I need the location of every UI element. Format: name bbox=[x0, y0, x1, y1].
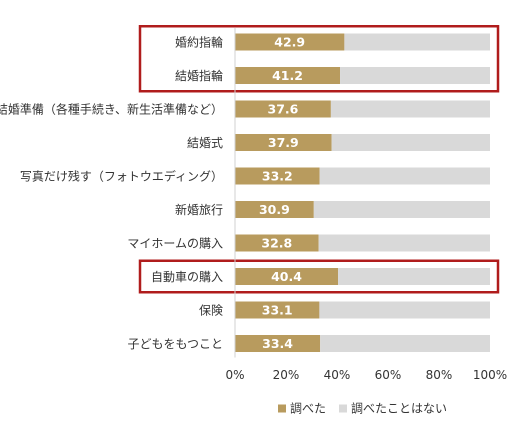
bar-researched bbox=[235, 335, 321, 352]
bar-not-researched bbox=[313, 201, 490, 218]
bar-researched bbox=[235, 100, 331, 118]
x-tick-label: 20% bbox=[273, 368, 300, 382]
data-label: 37.6 bbox=[268, 102, 299, 117]
bar-researched bbox=[235, 134, 332, 151]
category-label: 結婚指輪 bbox=[175, 68, 223, 83]
highlight-box bbox=[138, 259, 500, 294]
bar-not-researched bbox=[319, 301, 490, 319]
bar-researched bbox=[235, 67, 341, 84]
x-axis: 0% 20% 40% 60% 80% 100% bbox=[225, 28, 507, 382]
data-label: 33.4 bbox=[262, 336, 293, 351]
bars-group: 42.9 41.2 37.6 37.9 33.2 30.9 32.8 40.4 33.1 33.4 bbox=[235, 33, 490, 352]
legend-label: 調べたことはない bbox=[351, 402, 447, 416]
bar-researched bbox=[235, 268, 339, 285]
x-tick-label: 80% bbox=[426, 368, 453, 382]
data-label: 33.2 bbox=[262, 169, 293, 184]
legend-label: 調べた bbox=[290, 402, 326, 416]
category-label: 写真だけ残す（フォトウエディング） bbox=[20, 169, 223, 184]
bar-researched bbox=[235, 167, 320, 185]
legend-swatch bbox=[278, 404, 286, 413]
data-label: 30.9 bbox=[259, 202, 290, 217]
category-label: マイホームの購入 bbox=[127, 237, 223, 251]
category-label: 子どもをもつこと bbox=[127, 337, 223, 351]
data-label: 33.1 bbox=[262, 303, 293, 318]
bar-not-researched bbox=[344, 33, 490, 51]
bar-not-researched bbox=[331, 134, 490, 151]
category-label: 結婚式 bbox=[187, 136, 223, 150]
x-tick-label: 100% bbox=[473, 368, 507, 382]
highlight-boxes bbox=[138, 25, 500, 294]
legend-swatch bbox=[339, 404, 347, 413]
bar-researched bbox=[235, 234, 319, 252]
category-label: 結婚準備（各種手続き、新生活準備など） bbox=[0, 102, 223, 117]
x-tick-label: 0% bbox=[225, 368, 244, 382]
data-label: 41.2 bbox=[272, 68, 303, 83]
data-label: 32.8 bbox=[261, 236, 292, 251]
bar-researched bbox=[235, 301, 320, 319]
bar-not-researched bbox=[318, 234, 490, 252]
category-label: 婚約指輪 bbox=[175, 35, 223, 50]
category-label: 自動車の購入 bbox=[151, 270, 223, 284]
x-tick-label: 40% bbox=[324, 368, 351, 382]
category-label: 保険 bbox=[199, 304, 223, 318]
highlight-box bbox=[138, 25, 500, 93]
bar-not-researched bbox=[340, 67, 490, 84]
category-label: 新婚旅行 bbox=[175, 202, 223, 217]
bar-not-researched bbox=[338, 268, 490, 285]
bar-researched bbox=[235, 201, 314, 218]
data-label: 37.9 bbox=[268, 135, 299, 150]
bar-not-researched bbox=[330, 100, 490, 118]
legend: 調べた 調べたことはない bbox=[278, 402, 447, 416]
data-label: 40.4 bbox=[271, 269, 302, 284]
data-label: 42.9 bbox=[274, 35, 305, 50]
x-tick-label: 60% bbox=[375, 368, 402, 382]
bar-researched bbox=[235, 33, 345, 51]
bar-not-researched bbox=[319, 167, 490, 185]
bar-not-researched bbox=[320, 335, 490, 352]
